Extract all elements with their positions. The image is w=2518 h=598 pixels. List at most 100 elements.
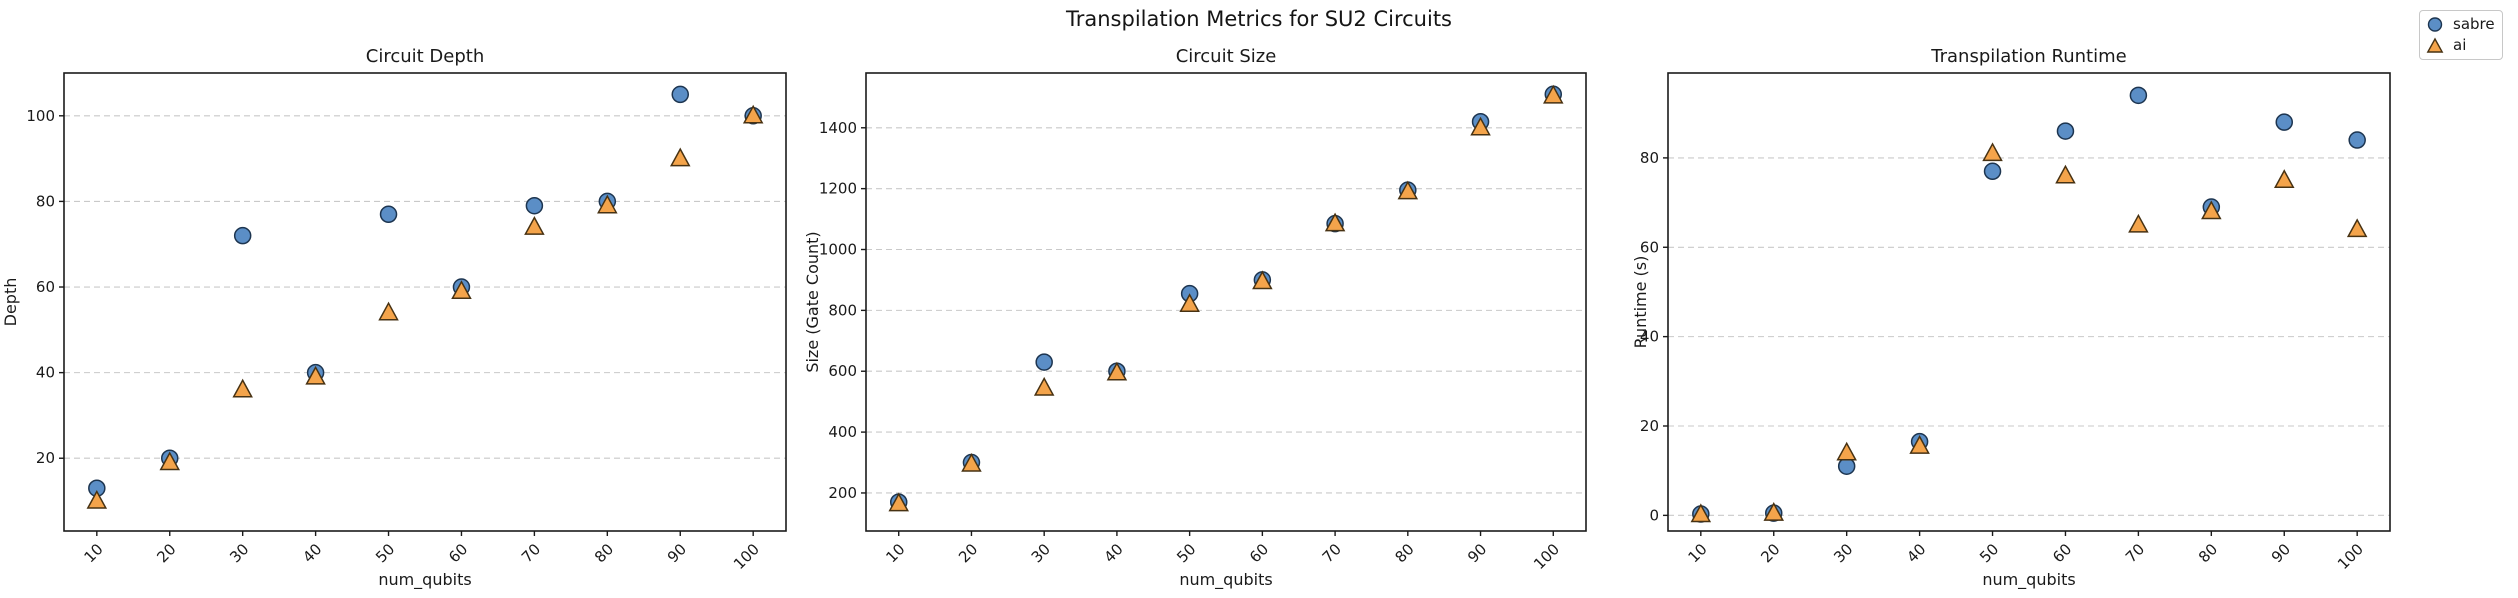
data-point-ai bbox=[1179, 293, 1200, 313]
ai-triangle-icon bbox=[2426, 37, 2444, 53]
subplot-title: Circuit Depth bbox=[366, 46, 485, 67]
x-tick-label: 60 bbox=[1246, 540, 1272, 566]
x-tick-label: 40 bbox=[1903, 540, 1929, 566]
x-tick-label: 90 bbox=[664, 540, 690, 566]
data-point-ai bbox=[232, 378, 253, 398]
data-point-ai bbox=[1397, 180, 1419, 200]
subplot-2: 200 400 600 800 1000 1200 1400 10 20 30 40 50 60 70 80… bbox=[803, 46, 1587, 590]
legend-label-sabre: sabre bbox=[2453, 15, 2495, 33]
data-point-ai bbox=[1106, 361, 1128, 381]
data-point-sabre bbox=[1837, 457, 1856, 475]
sabre-circle-icon bbox=[2427, 16, 2443, 32]
data-point-ai bbox=[2055, 164, 2076, 184]
y-tick-label: 40 bbox=[36, 364, 55, 382]
subplot-title: Transpilation Runtime bbox=[1930, 46, 2126, 67]
x-tick-label: 80 bbox=[1391, 540, 1417, 566]
data-point-ai bbox=[2201, 200, 2222, 220]
data-point-ai bbox=[1909, 435, 1930, 454]
x-tick-label: 20 bbox=[955, 540, 981, 566]
axes-frame bbox=[63, 72, 787, 532]
data-point-sabre bbox=[2129, 86, 2148, 105]
x-axis-label: num_qubits bbox=[378, 570, 471, 590]
axes-background bbox=[1668, 73, 2390, 531]
data-point-ai bbox=[1470, 116, 1491, 136]
x-tick-label: 80 bbox=[2195, 540, 2221, 566]
data-point-ai bbox=[305, 365, 326, 385]
x-tick-label: 20 bbox=[1757, 540, 1783, 566]
y-tick-label: 1200 bbox=[819, 180, 857, 198]
y-tick-label: 20 bbox=[36, 449, 55, 467]
data-point-ai bbox=[1763, 502, 1785, 521]
y-tick-label: 400 bbox=[828, 423, 857, 441]
x-tick-label: 90 bbox=[1464, 540, 1490, 566]
data-point-ai bbox=[1543, 84, 1564, 104]
x-tick-label: 30 bbox=[1028, 540, 1054, 566]
x-tick-label: 10 bbox=[882, 540, 908, 566]
y-tick-label: 80 bbox=[1640, 149, 1659, 167]
x-tick-label: 70 bbox=[2122, 540, 2148, 566]
x-tick-label: 70 bbox=[518, 540, 544, 566]
data-point-sabre bbox=[1983, 162, 2002, 181]
x-tick-label: 10 bbox=[1684, 540, 1710, 566]
y-tick-label: 60 bbox=[1640, 238, 1659, 256]
legend: sabre ai bbox=[2419, 10, 2503, 60]
data-point-sabre bbox=[525, 196, 544, 215]
x-tick-label: 50 bbox=[1976, 540, 2002, 566]
data-point-ai bbox=[961, 452, 982, 472]
data-point-ai bbox=[524, 216, 545, 235]
y-axis-label: Runtime (s) bbox=[1631, 256, 1650, 349]
data-point-ai bbox=[742, 104, 764, 124]
data-point-ai bbox=[86, 489, 108, 509]
y-tick-label: 80 bbox=[36, 192, 55, 210]
data-point-ai bbox=[1982, 142, 2003, 162]
x-tick-label: 50 bbox=[1173, 540, 1199, 566]
x-tick-label: 60 bbox=[2049, 540, 2075, 566]
y-tick-label: 1000 bbox=[819, 241, 857, 259]
x-tick-label: 90 bbox=[2268, 540, 2294, 566]
data-point-ai bbox=[1324, 212, 1346, 232]
y-tick-label: 0 bbox=[1649, 506, 1659, 524]
x-tick-label: 30 bbox=[226, 540, 252, 566]
x-axis-label: num_qubits bbox=[1179, 570, 1272, 590]
data-point-ai bbox=[2128, 213, 2149, 233]
data-point-ai bbox=[159, 451, 181, 471]
x-tick-label: 30 bbox=[1830, 540, 1856, 566]
axes-background bbox=[866, 73, 1586, 531]
axes-background bbox=[64, 73, 786, 531]
x-tick-label: 40 bbox=[299, 540, 325, 566]
axes-frame bbox=[1667, 72, 2391, 532]
y-tick-label: 20 bbox=[1640, 417, 1659, 435]
data-point-ai bbox=[597, 194, 618, 214]
data-point-ai bbox=[1836, 441, 1857, 461]
data-point-ai bbox=[1690, 503, 1712, 523]
y-axis-label: Size (Gate Count) bbox=[803, 231, 822, 372]
y-tick-label: 100 bbox=[26, 107, 55, 125]
x-axis-label: num_qubits bbox=[1982, 570, 2075, 590]
legend-entry-ai: ai bbox=[2426, 35, 2494, 55]
data-point-ai bbox=[378, 301, 399, 321]
y-tick-label: 40 bbox=[1640, 328, 1659, 346]
axes-frame bbox=[865, 72, 1587, 532]
x-tick-label: 100 bbox=[730, 540, 763, 573]
x-tick-label: 80 bbox=[591, 540, 617, 566]
data-point-sabre bbox=[671, 85, 690, 104]
legend-entry-sabre: sabre bbox=[2426, 14, 2495, 34]
x-tick-label: 20 bbox=[153, 540, 179, 566]
x-tick-label: 100 bbox=[1530, 540, 1563, 573]
data-point-ai bbox=[2273, 169, 2295, 188]
data-point-sabre bbox=[2056, 122, 2075, 140]
x-tick-label: 50 bbox=[372, 540, 398, 566]
x-tick-label: 40 bbox=[1101, 540, 1127, 566]
data-point-ai bbox=[669, 147, 691, 167]
y-tick-label: 200 bbox=[828, 484, 857, 502]
y-tick-label: 60 bbox=[36, 278, 55, 296]
data-point-sabre bbox=[379, 205, 398, 224]
data-point-ai bbox=[1252, 270, 1273, 290]
data-point-ai bbox=[888, 492, 909, 512]
y-tick-label: 800 bbox=[828, 301, 857, 319]
y-axis-label: Depth bbox=[1, 278, 20, 327]
x-tick-label: 60 bbox=[445, 540, 471, 566]
data-point-sabre bbox=[2348, 131, 2366, 149]
subplot-3: 0 20 40 60 80 10 20 30 40 50 60 70 80 90 100 Transpilat… bbox=[1631, 46, 2391, 590]
